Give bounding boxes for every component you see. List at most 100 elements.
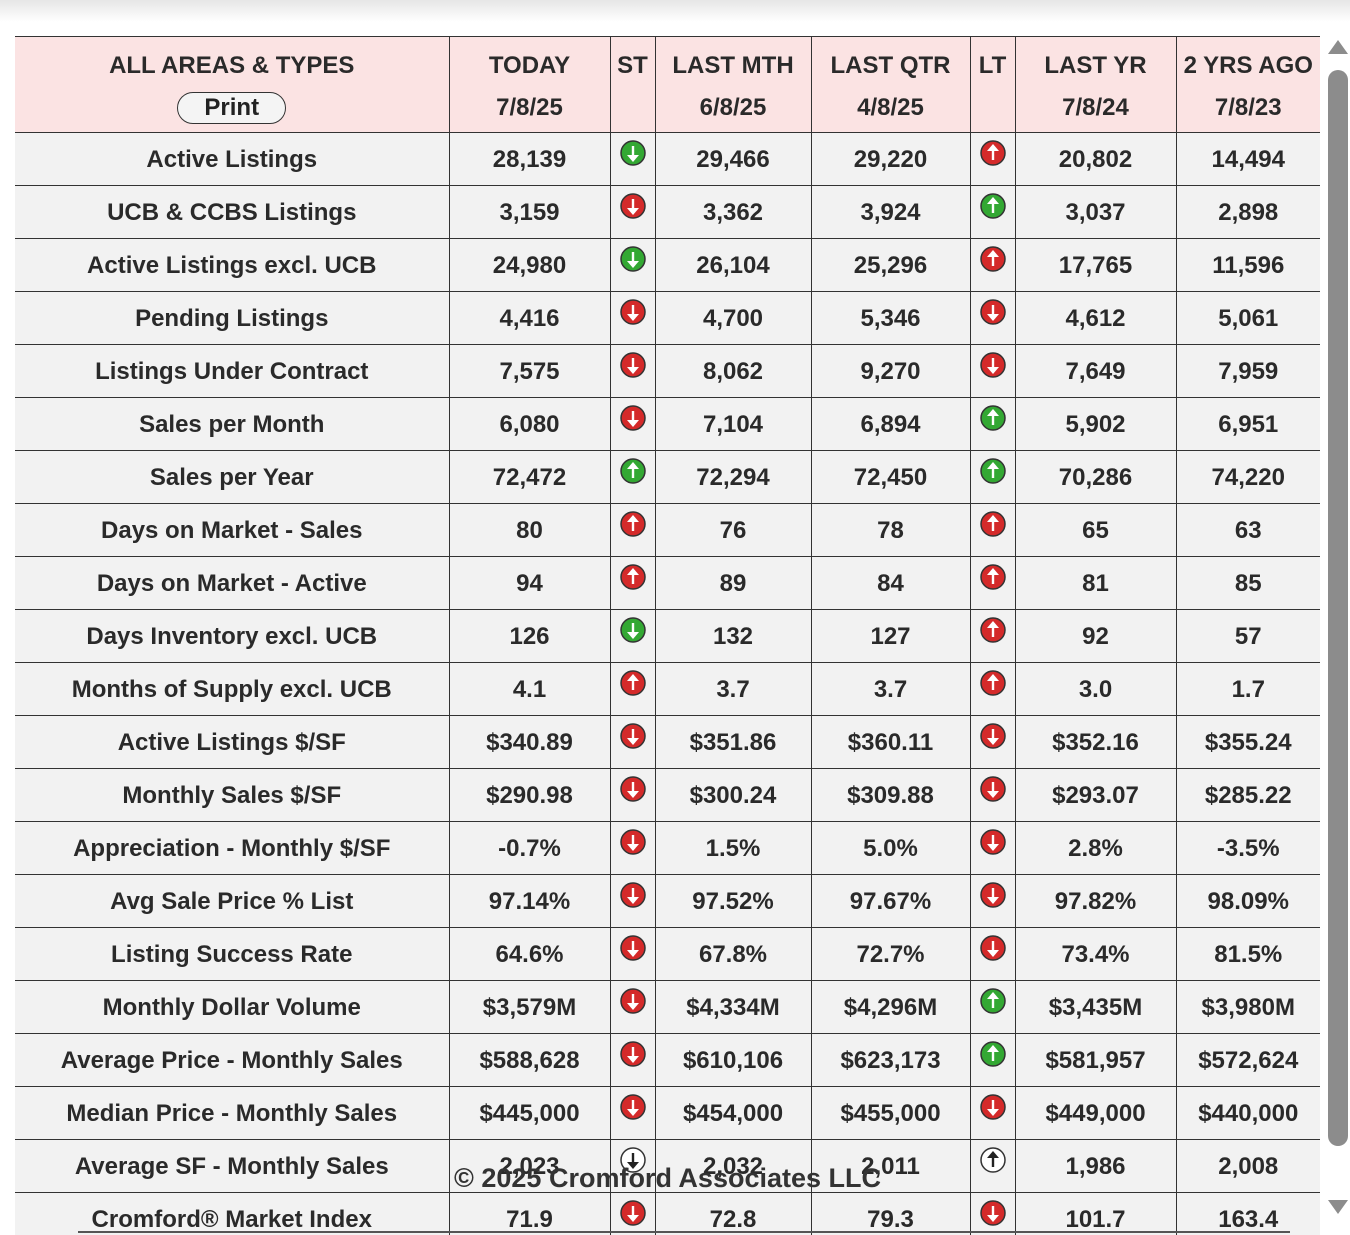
value-cell: 132	[654, 609, 812, 663]
value-cell: 74,220	[1175, 450, 1320, 504]
column-header: LAST YR 7/8/24	[1014, 36, 1177, 133]
row-label: Days Inventory excl. UCB	[15, 609, 450, 663]
value-cell: 72,472	[448, 450, 611, 504]
trend-icon	[619, 1147, 646, 1173]
value-cell: 79.3	[810, 1192, 971, 1235]
value-cell: 5,061	[1175, 291, 1320, 345]
value-cell: $588,628	[448, 1033, 611, 1087]
lt-cell	[969, 927, 1016, 981]
header-title: ALL AREAS & TYPES	[109, 52, 355, 79]
scroll-down[interactable]	[1326, 1198, 1350, 1218]
bottom-rule	[78, 1231, 1290, 1233]
st-cell	[609, 185, 656, 239]
value-cell: 5,346	[810, 291, 971, 345]
value-cell: $340.89	[448, 715, 611, 769]
value-cell: 101.7	[1014, 1192, 1177, 1235]
lt-cell	[969, 1086, 1016, 1140]
row-label: Avg Sale Price % List	[15, 874, 450, 928]
trend-icon	[979, 1094, 1006, 1120]
trend-icon	[979, 352, 1006, 378]
trend-icon	[619, 246, 646, 272]
trend-icon	[619, 458, 646, 484]
value-cell: $623,173	[810, 1033, 971, 1087]
value-cell: 4.1	[448, 662, 611, 716]
trend-icon	[619, 352, 646, 378]
scroll-up[interactable]	[1326, 36, 1350, 56]
st-cell	[609, 980, 656, 1034]
value-cell: $285.22	[1175, 768, 1320, 822]
row-label: Median Price - Monthly Sales	[15, 1086, 450, 1140]
scrollbar-thumb[interactable]	[1328, 70, 1348, 1146]
value-cell: $309.88	[810, 768, 971, 822]
st-cell	[609, 556, 656, 610]
trend-icon	[619, 193, 646, 219]
value-cell: 97.52%	[654, 874, 812, 928]
table-body: Active Listings 28,139 29,466 29,220 20,802 1…	[15, 132, 1320, 1235]
column-header: LT	[969, 36, 1016, 133]
value-cell: 7,104	[654, 397, 812, 451]
trend-icon	[619, 935, 646, 961]
print-button[interactable]: Print	[177, 92, 287, 124]
value-cell: $3,980M	[1175, 980, 1320, 1034]
column-header: ST	[609, 36, 656, 133]
value-cell: 7,575	[448, 344, 611, 398]
value-cell: 3.7	[810, 662, 971, 716]
value-cell: 63	[1175, 503, 1320, 557]
st-cell	[609, 821, 656, 875]
table-row: Listings Under Contract 7,575 8,062 9,270 7,…	[15, 344, 1320, 398]
value-cell: 64.6%	[448, 927, 611, 981]
row-label: Monthly Dollar Volume	[15, 980, 450, 1034]
value-cell: 2,023	[448, 1139, 611, 1193]
st-cell	[609, 503, 656, 557]
value-cell: 127	[810, 609, 971, 663]
st-cell	[609, 132, 656, 186]
st-cell	[609, 768, 656, 822]
table-row: Months of Supply excl. UCB 4.1 3.7 3.7 3.0 1.…	[15, 662, 1320, 716]
trend-icon	[979, 935, 1006, 961]
trend-icon	[979, 670, 1006, 696]
lt-cell	[969, 874, 1016, 928]
value-cell: 29,466	[654, 132, 812, 186]
column-date: 7/8/25	[496, 94, 563, 121]
st-cell	[609, 1086, 656, 1140]
value-cell: $445,000	[448, 1086, 611, 1140]
st-cell	[609, 874, 656, 928]
value-cell: $293.07	[1014, 768, 1177, 822]
value-cell: 28,139	[448, 132, 611, 186]
row-label: UCB & CCBS Listings	[15, 185, 450, 239]
value-cell: 72,294	[654, 450, 812, 504]
value-cell: $581,957	[1014, 1033, 1177, 1087]
value-cell: 72.8	[654, 1192, 812, 1235]
trend-icon	[979, 829, 1006, 855]
value-cell: 72,450	[810, 450, 971, 504]
value-cell: 5.0%	[810, 821, 971, 875]
trend-icon	[979, 1200, 1006, 1226]
value-cell: 2,011	[810, 1139, 971, 1193]
st-cell	[609, 450, 656, 504]
trend-icon	[619, 564, 646, 590]
table-row: Pending Listings 4,416 4,700 5,346 4,612 5,06…	[15, 291, 1320, 345]
value-cell: 24,980	[448, 238, 611, 292]
value-cell: 97.67%	[810, 874, 971, 928]
st-cell	[609, 397, 656, 451]
trend-icon	[979, 193, 1006, 219]
row-label: Days on Market - Active	[15, 556, 450, 610]
value-cell: 3.0	[1014, 662, 1177, 716]
table-row: UCB & CCBS Listings 3,159 3,362 3,924 3,037 2…	[15, 185, 1320, 239]
row-label: Average Price - Monthly Sales	[15, 1033, 450, 1087]
value-cell: 2,898	[1175, 185, 1320, 239]
value-cell: $352.16	[1014, 715, 1177, 769]
value-cell: 11,596	[1175, 238, 1320, 292]
table-row: Monthly Sales $/SF $290.98 $300.24 $309.88 $…	[15, 768, 1320, 822]
trend-icon	[979, 1147, 1006, 1173]
value-cell: $3,435M	[1014, 980, 1177, 1034]
value-cell: 92	[1014, 609, 1177, 663]
value-cell: $300.24	[654, 768, 812, 822]
column-name: TODAY	[488, 52, 571, 79]
row-label: Monthly Sales $/SF	[15, 768, 450, 822]
value-cell: $572,624	[1175, 1033, 1320, 1087]
value-cell: 57	[1175, 609, 1320, 663]
table-row: Sales per Year 72,472 72,294 72,450 70,286 74…	[15, 450, 1320, 504]
value-cell: 2.8%	[1014, 821, 1177, 875]
